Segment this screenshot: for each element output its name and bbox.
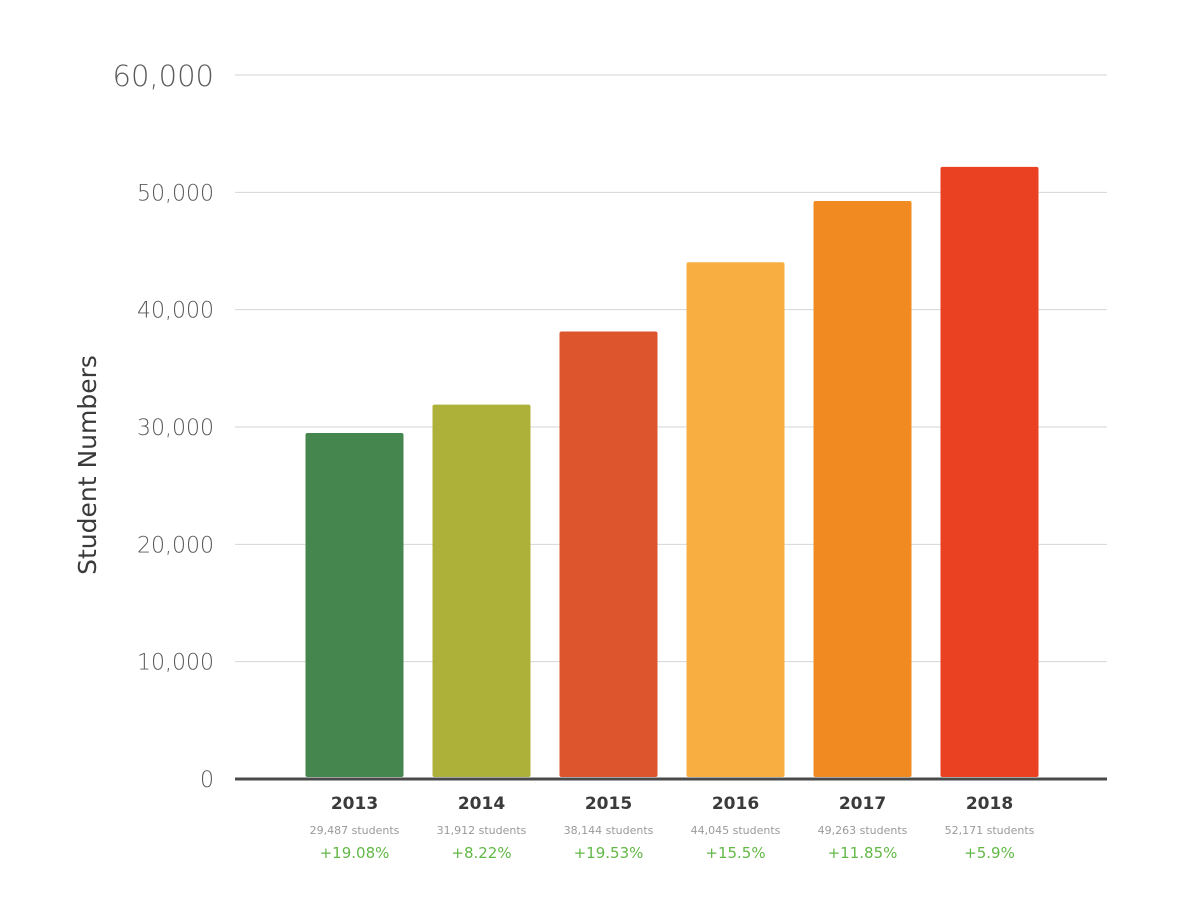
x-category-label: 2018 (966, 794, 1013, 814)
y-tick-label: 50,000 (137, 181, 214, 206)
growth-label: +11.85% (828, 844, 898, 862)
value-label: 52,171 students (945, 824, 1035, 837)
y-tick-label: 60,000 (113, 59, 214, 93)
value-label: 31,912 students (437, 824, 527, 837)
x-axis-labels: 2013 29,487 students +19.08% 2014 31,912 stu… (310, 794, 1035, 862)
bars (305, 166, 1039, 778)
bar-2015 (559, 331, 658, 777)
x-category-label: 2014 (458, 794, 505, 814)
y-tick-label: 30,000 (137, 416, 214, 441)
value-label: 49,263 students (818, 824, 908, 837)
bar-2013 (305, 433, 404, 777)
growth-label: +8.22% (451, 844, 511, 862)
value-label: 44,045 students (691, 824, 781, 837)
growth-label: +19.08% (320, 844, 390, 862)
y-axis-ticks: 0 10,000 20,000 30,000 40,000 50,000 60,000 (113, 59, 214, 793)
y-tick-label: 40,000 (137, 299, 214, 324)
bar-2014 (432, 404, 531, 777)
growth-label: +15.5% (705, 844, 765, 862)
value-label: 38,144 students (564, 824, 654, 837)
x-category-label: 2016 (712, 794, 759, 814)
x-category-label: 2015 (585, 794, 632, 814)
growth-label: +19.53% (574, 844, 644, 862)
y-tick-label: 0 (200, 768, 214, 793)
value-label: 29,487 students (310, 824, 400, 837)
bar-2016 (686, 262, 785, 777)
y-axis-label: Student Numbers (73, 355, 102, 575)
bar-2018 (940, 166, 1039, 778)
x-category-label: 2013 (331, 794, 378, 814)
x-category-label: 2017 (839, 794, 886, 814)
y-tick-label: 10,000 (137, 651, 214, 676)
bar-2017 (813, 200, 912, 777)
y-tick-label: 20,000 (137, 533, 214, 558)
growth-label: +5.9% (964, 844, 1015, 862)
